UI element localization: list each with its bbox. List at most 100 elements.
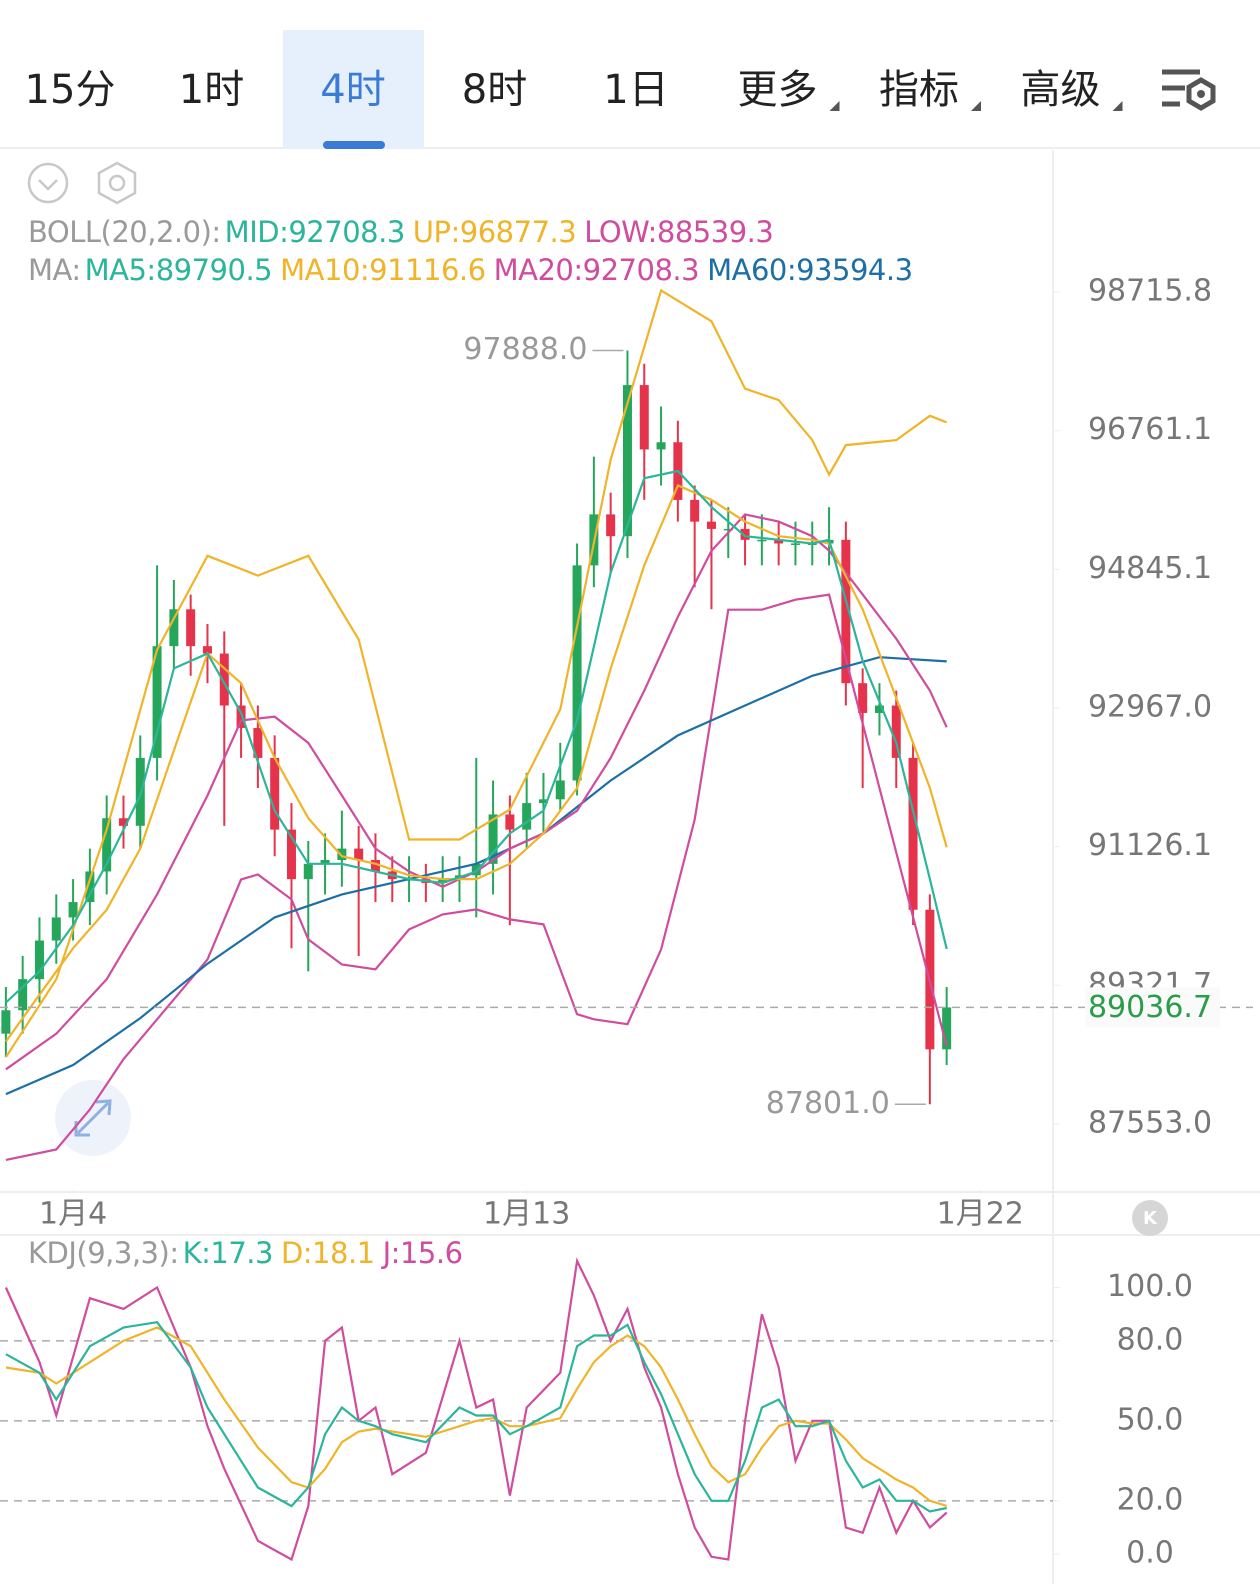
candle-body bbox=[740, 528, 750, 540]
candle-body bbox=[639, 385, 649, 450]
y-tick-label: 98715.8 bbox=[1088, 274, 1212, 309]
price-plot bbox=[1, 288, 952, 1161]
candle-body bbox=[774, 539, 784, 544]
kdj-line bbox=[5, 1321, 947, 1513]
candle-body bbox=[34, 940, 44, 980]
settings-icon[interactable] bbox=[1162, 69, 1216, 111]
candle-body bbox=[270, 757, 280, 830]
candle-body bbox=[690, 499, 700, 522]
candle-body bbox=[85, 871, 95, 903]
y-tick-label: 87553.0 bbox=[1088, 1105, 1212, 1140]
ma-legend: MA: MA5:89790.5 MA10:91116.6 MA20:92708.3 MA… bbox=[28, 253, 921, 287]
y-tick-label: 91126.1 bbox=[1088, 828, 1212, 863]
tab[interactable]: 1时 bbox=[179, 67, 244, 113]
candle-body bbox=[102, 818, 112, 872]
legend-item: J:15.6 bbox=[382, 1236, 463, 1270]
legend-label: KDJ(9,3,3): bbox=[28, 1236, 179, 1270]
legend-item: MA60:93594.3 bbox=[707, 253, 913, 287]
candle-body bbox=[370, 860, 380, 872]
y-tick-label: 20.0 bbox=[1117, 1482, 1184, 1517]
expand-icon[interactable] bbox=[55, 1080, 131, 1156]
y-tick-label: 50.0 bbox=[1117, 1402, 1184, 1437]
indicator-line bbox=[4, 288, 948, 1058]
candle-body bbox=[471, 863, 481, 876]
legend-item: MA10:91116.6 bbox=[280, 253, 486, 287]
candle-body bbox=[622, 385, 632, 537]
candle-body bbox=[908, 757, 918, 910]
legend-item: UP:96877.3 bbox=[412, 215, 577, 249]
y-tick-label: 94845.1 bbox=[1088, 551, 1212, 586]
collapse-icon[interactable] bbox=[27, 162, 69, 204]
tab[interactable]: 更多 bbox=[738, 67, 818, 113]
kdj-plot bbox=[4, 1257, 948, 1562]
indicator-line bbox=[5, 593, 948, 1161]
y-tick-label: 100.0 bbox=[1107, 1269, 1193, 1304]
candle-body bbox=[942, 1007, 952, 1050]
y-tick-label: 96761.1 bbox=[1088, 412, 1212, 447]
legend-label: BOLL(20,2.0): bbox=[28, 215, 221, 249]
dropdown-marker bbox=[971, 101, 981, 111]
candle-body bbox=[723, 528, 733, 531]
candle-body bbox=[303, 863, 313, 880]
candle-body bbox=[354, 848, 364, 861]
tab[interactable]: 1日 bbox=[603, 67, 668, 113]
indicator-line bbox=[5, 469, 948, 1004]
candle-body bbox=[488, 814, 498, 864]
y-tick-label: 92967.0 bbox=[1088, 689, 1212, 724]
candle-body bbox=[874, 705, 884, 713]
candle-body bbox=[219, 653, 229, 706]
tab-indicator bbox=[323, 141, 385, 149]
candle-body bbox=[438, 879, 448, 883]
indicator-line bbox=[5, 513, 948, 1071]
candle-body bbox=[253, 727, 263, 758]
legend-item: MID:92708.3 bbox=[224, 215, 406, 249]
legend-item: MA20:92708.3 bbox=[493, 253, 700, 287]
indicator-settings-icon[interactable] bbox=[97, 161, 137, 205]
k-button[interactable]: K bbox=[1132, 1200, 1168, 1236]
svg-text:K: K bbox=[1143, 1208, 1158, 1229]
legend-label: MA: bbox=[28, 253, 81, 287]
indicator-line bbox=[5, 484, 948, 1043]
x-tick-label: 1月13 bbox=[483, 1197, 570, 1232]
tab[interactable]: 指标 bbox=[879, 67, 959, 113]
x-tick-label: 1月22 bbox=[937, 1197, 1024, 1232]
boll-legend: BOLL(20,2.0): MID:92708.3 UP:96877.3 LOW:88… bbox=[28, 215, 781, 249]
legend-item: LOW:88539.3 bbox=[584, 215, 774, 249]
candle-body bbox=[522, 803, 532, 830]
candle-body bbox=[337, 848, 347, 861]
candle-body bbox=[202, 646, 212, 654]
last-price-label: 89036.7 bbox=[1088, 990, 1212, 1025]
candle-body bbox=[286, 829, 296, 880]
candle-body bbox=[118, 818, 128, 826]
candle-body bbox=[505, 814, 515, 830]
indicator-line bbox=[5, 656, 947, 1096]
candle-body bbox=[555, 780, 565, 800]
candle-body bbox=[1, 1010, 11, 1034]
candle-body bbox=[606, 514, 616, 537]
tab[interactable]: 15分 bbox=[25, 67, 116, 113]
tab-highlight bbox=[283, 30, 424, 148]
candle-body bbox=[68, 902, 78, 918]
legend-item: K:17.3 bbox=[182, 1236, 274, 1270]
y-tick-label: 0.0 bbox=[1126, 1536, 1174, 1571]
candle-body bbox=[891, 705, 901, 758]
candle-body bbox=[790, 543, 800, 545]
y-tick-label: 80.0 bbox=[1117, 1322, 1184, 1357]
candle-body bbox=[538, 799, 548, 804]
candle-body bbox=[656, 442, 666, 450]
tab[interactable]: 4时 bbox=[320, 67, 385, 113]
tab[interactable]: 高级 bbox=[1021, 67, 1101, 113]
tab[interactable]: 8时 bbox=[462, 67, 527, 113]
last-price-box bbox=[1085, 987, 1220, 1028]
candle-body bbox=[169, 609, 179, 647]
candle-body bbox=[51, 917, 61, 941]
extreme-label: 97888.0 bbox=[463, 332, 587, 367]
candle-body bbox=[572, 565, 582, 781]
candle-body bbox=[841, 539, 851, 684]
legend-item: D:18.1 bbox=[280, 1236, 375, 1270]
extreme-label: 87801.0 bbox=[766, 1086, 890, 1121]
kdj-line bbox=[5, 1326, 948, 1507]
dropdown-marker bbox=[1112, 101, 1123, 111]
